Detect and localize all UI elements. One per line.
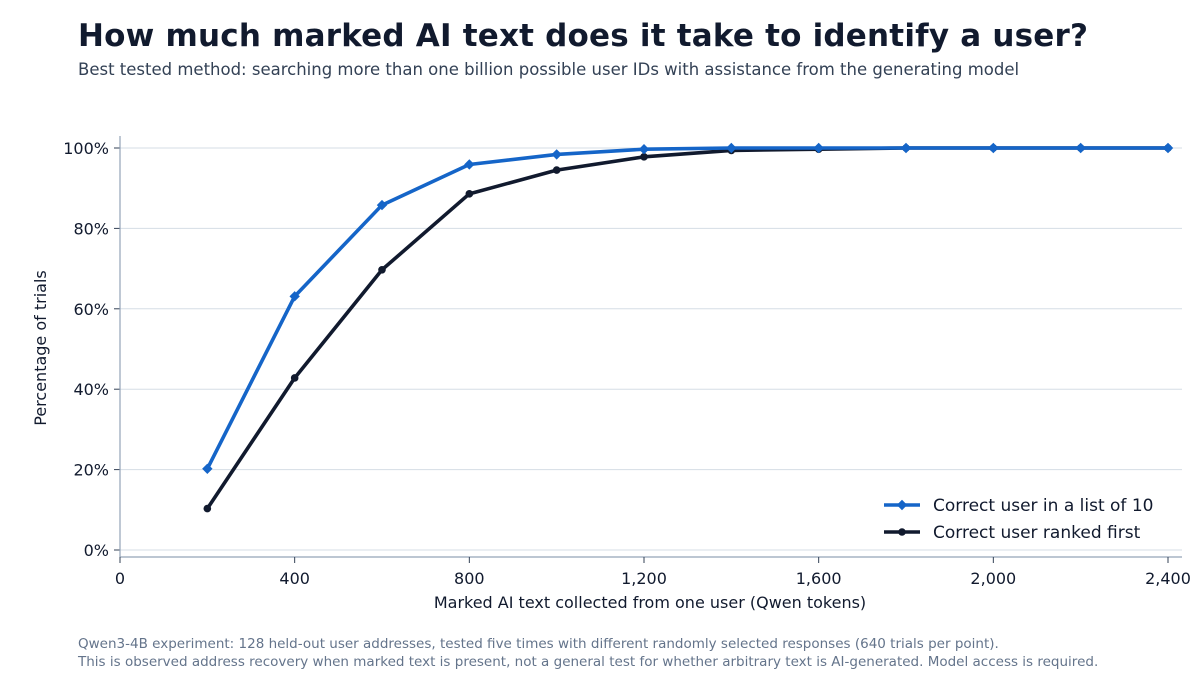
legend-label: Correct user ranked first — [933, 523, 1141, 543]
data-point — [552, 166, 561, 174]
data-point — [900, 142, 912, 154]
y-tick-label: 80% — [73, 219, 109, 238]
legend-marker — [896, 499, 908, 511]
series-ranked-first — [203, 144, 1172, 513]
x-tick-label: 2,400 — [1145, 569, 1191, 588]
data-point — [465, 190, 474, 198]
footnote-line-2: This is observed address recovery when m… — [78, 654, 1099, 670]
gridlines — [120, 147, 1182, 551]
chart-subtitle: Best tested method: searching more than … — [78, 60, 1020, 79]
x-tick-label: 0 — [115, 569, 125, 588]
x-tick-label: 800 — [454, 569, 485, 588]
legend-marker — [898, 528, 906, 536]
tick-labels: 0% 20% 40% 60% 80% 100% 0 400 800 1,200 1,600 2,000… — [63, 139, 1191, 588]
line-chart: 0% 20% 40% 60% 80% 100% 0 400 800 1,200 1,600 2,000… — [31, 136, 1191, 612]
data-point — [290, 374, 299, 382]
data-point — [464, 159, 475, 170]
data-point — [289, 291, 300, 302]
legend: Correct user in a list of 10 Correct user… — [884, 496, 1153, 543]
data-point — [813, 142, 824, 154]
x-tick-label: 2,000 — [970, 569, 1016, 588]
series-line — [205, 146, 1170, 471]
data-point — [551, 149, 562, 160]
data-point — [203, 504, 212, 513]
x-tick-label: 1,600 — [796, 569, 842, 588]
y-tick-label: 60% — [73, 300, 109, 319]
y-axis-label: Percentage of trials — [31, 270, 50, 425]
data-point — [988, 142, 999, 154]
x-axis-label: Marked AI text collected from one user (… — [434, 593, 866, 612]
data-point — [202, 463, 213, 474]
data-point — [638, 144, 650, 155]
x-tick-label: 1,200 — [621, 569, 667, 588]
data-point — [640, 153, 648, 161]
y-tick-label: 100% — [63, 139, 109, 158]
legend-item: Correct user ranked first — [884, 523, 1141, 543]
data-point — [376, 199, 388, 211]
y-tick-label: 20% — [73, 461, 109, 480]
y-tick-label: 40% — [73, 380, 109, 399]
y-tick-label: 0% — [84, 541, 109, 560]
legend-label: Correct user in a list of 10 — [933, 496, 1153, 516]
series-list-of-10 — [202, 142, 1174, 474]
footnote-line-1: Qwen3-4B experiment: 128 held-out user a… — [78, 636, 999, 652]
chart-title: How much marked AI text does it take to … — [78, 18, 1089, 54]
data-point — [1162, 142, 1174, 154]
data-point — [726, 142, 737, 154]
data-point — [378, 266, 386, 274]
legend-item: Correct user in a list of 10 — [884, 496, 1153, 516]
data-point — [1075, 142, 1086, 154]
series-line — [205, 146, 1170, 511]
axes — [114, 136, 1182, 563]
x-tick-label: 400 — [279, 569, 310, 588]
series-lines — [202, 142, 1174, 513]
